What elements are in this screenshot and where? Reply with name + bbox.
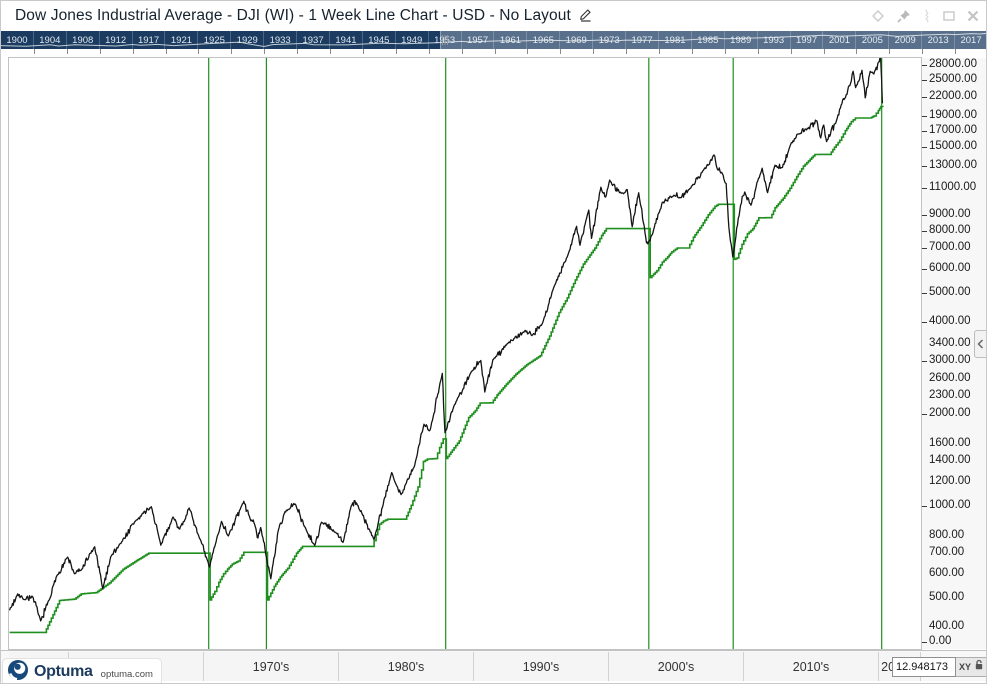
price-axis-label: 1200.00 [929,474,971,487]
price-axis-label: 600.00 [929,566,965,579]
timeline-selection-range[interactable] [440,31,986,49]
close-icon[interactable] [966,9,980,23]
price-axis-label: 1600.00 [929,436,971,449]
price-axis-label: 1000.00 [929,499,971,511]
price-tick [922,414,927,416]
timeline-year-1949[interactable]: 1949 [396,31,429,49]
decade-label-2010s: 2010's [744,652,879,681]
chevron-left-icon[interactable] [974,330,986,358]
price-tick [922,230,927,232]
selection-left-handle[interactable] [442,35,449,45]
price-axis-label: 15000.00 [929,140,977,153]
trailing-stop-line [9,105,884,634]
price-tick [922,322,927,324]
price-axis-label: 17000.00 [929,123,977,136]
xy-scale-button[interactable]: XY [959,662,972,672]
price-axis-label: 25000.00 [929,72,977,85]
logo-name: Optuma [34,663,93,680]
price-tick [922,360,927,362]
price-tick [922,268,927,270]
price-tick [922,96,927,98]
timeline-year-1908[interactable]: 1908 [67,31,100,49]
price-axis-label: 22000.00 [929,89,977,102]
signal-vlines [208,58,883,649]
price-axis-label: 0.00 [929,635,952,647]
history-timeline[interactable]: 1900 1904 1908 1912 1917 1921 1925 1929 1933 1937… [1,31,986,49]
pencil-icon[interactable] [578,7,593,27]
timeline-year-1900[interactable]: 1900 [1,31,34,49]
price-axis-label: 2600.00 [929,372,971,385]
price-axis-label: 2300.00 [929,388,971,401]
axis-tools: XY [956,657,986,677]
title-bar: Dow Jones Industrial Average - DJI (WI) … [1,1,986,31]
price-axis-label: 13000.00 [929,159,977,172]
timeline-year-1912[interactable]: 1912 [100,31,133,49]
chart-plot-area[interactable] [8,56,922,650]
price-tick [922,506,927,507]
price-axis-label: 800.00 [929,528,965,541]
decade-label-1970s: 1970's [204,652,339,681]
timeline-year-1941[interactable]: 1941 [330,31,363,49]
axis-scale-value-box[interactable]: 12.948173 [892,657,956,677]
timeline-year-1933[interactable]: 1933 [264,31,298,49]
price-axis-label: 2000.00 [929,407,971,420]
timeline-year-1921[interactable]: 1921 [166,31,199,49]
price-axis-label: 8000.00 [929,223,971,236]
logo-domain: optuma.com [100,668,153,680]
price-axis-label: 11000.00 [929,181,977,194]
price-axis-label: 5000.00 [929,285,971,298]
price-tick [922,116,927,117]
decade-label-1980s: 1980's [339,652,474,681]
price-tick [922,188,927,190]
price-tick [922,642,927,643]
timeline-year-1925[interactable]: 1925 [198,31,232,49]
price-axis-label: 9000.00 [929,208,971,220]
time-axis[interactable]: 1950's1960's1970's1980's1990's2000's2010… [1,650,986,681]
axis-status-cluster: 12.948173 XY [892,657,986,677]
lock-icon[interactable] [974,658,984,676]
price-axis-label: 7000.00 [929,241,971,254]
decade-label-1990s: 1990's [474,652,609,681]
price-axis-label: 700.00 [929,546,965,559]
page-title: Dow Jones Industrial Average - DJI (WI) … [15,7,571,24]
maximize-icon[interactable] [942,9,956,23]
price-line [8,56,884,622]
price-axis-label: 500.00 [929,590,965,603]
price-tick [922,166,927,168]
optuma-circle-icon [7,659,29,684]
price-tick [922,64,927,66]
year-tick-strip [1,49,986,58]
diamond-icon[interactable] [870,8,886,24]
timeline-year-1929[interactable]: 1929 [231,31,265,49]
price-tick [922,292,927,294]
timeline-year-1917[interactable]: 1917 [133,31,166,49]
price-axis-label: 19000.00 [929,109,977,121]
timeline-year-1904[interactable]: 1904 [34,31,67,49]
decade-label-2000s: 2000's [609,652,744,681]
price-axis-label: 3400.00 [929,336,971,349]
window-controls [870,1,980,31]
optuma-logo: Optuma optuma.com [3,659,161,684]
price-axis-label: 1400.00 [929,454,971,467]
price-tick [922,79,927,81]
scroll-icon[interactable] [922,9,932,23]
price-tick [922,215,927,216]
price-tick [922,147,927,149]
price-tick [922,248,927,250]
price-axis-label: 28000.00 [929,57,977,70]
timeline-year-1945[interactable]: 1945 [363,31,396,49]
price-axis-label: 3000.00 [929,353,971,366]
price-axis-label: 6000.00 [929,261,971,274]
price-tick [922,130,927,132]
timeline-year-1937[interactable]: 1937 [297,31,330,49]
pin-icon[interactable] [896,8,912,24]
price-axis-label: 400.00 [929,620,965,633]
price-axis-label: 4000.00 [929,315,971,328]
